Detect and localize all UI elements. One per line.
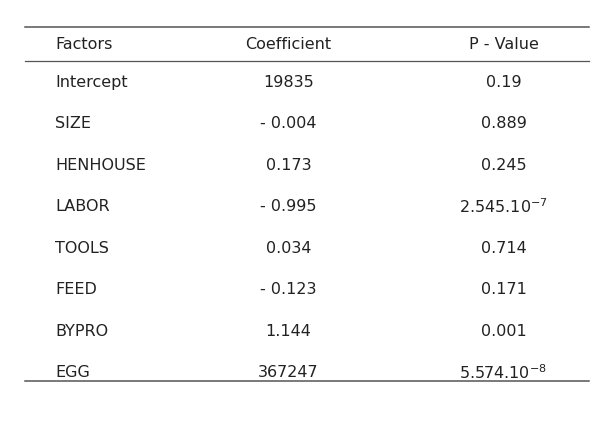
Text: 0.001: 0.001: [481, 324, 526, 339]
Text: 5.574.10$^{\mathregular{-8}}$: 5.574.10$^{\mathregular{-8}}$: [459, 363, 548, 382]
Text: 1.144: 1.144: [266, 324, 311, 339]
Text: 0.245: 0.245: [481, 158, 526, 173]
Text: TOOLS: TOOLS: [55, 241, 109, 256]
Text: Intercept: Intercept: [55, 75, 128, 90]
Text: 19835: 19835: [263, 75, 314, 90]
Text: BYPRO: BYPRO: [55, 324, 109, 339]
Text: LABOR: LABOR: [55, 199, 110, 214]
Text: 0.19: 0.19: [486, 75, 521, 90]
Text: 0.173: 0.173: [266, 158, 311, 173]
Text: SIZE: SIZE: [55, 116, 91, 132]
Text: - 0.004: - 0.004: [260, 116, 317, 132]
Text: Coefficient: Coefficient: [246, 37, 332, 52]
Text: - 0.995: - 0.995: [260, 199, 317, 214]
Text: 2.545.10$^{\mathregular{-7}}$: 2.545.10$^{\mathregular{-7}}$: [459, 198, 548, 216]
Text: - 0.123: - 0.123: [260, 282, 317, 297]
Text: FEED: FEED: [55, 282, 97, 297]
Text: Factors: Factors: [55, 37, 112, 52]
Text: 0.171: 0.171: [481, 282, 526, 297]
Text: 0.034: 0.034: [266, 241, 311, 256]
Text: P - Value: P - Value: [468, 37, 538, 52]
Text: 0.889: 0.889: [481, 116, 526, 132]
Text: HENHOUSE: HENHOUSE: [55, 158, 146, 173]
Text: 0.714: 0.714: [481, 241, 526, 256]
Text: 367247: 367247: [258, 365, 319, 380]
Text: EGG: EGG: [55, 365, 90, 380]
